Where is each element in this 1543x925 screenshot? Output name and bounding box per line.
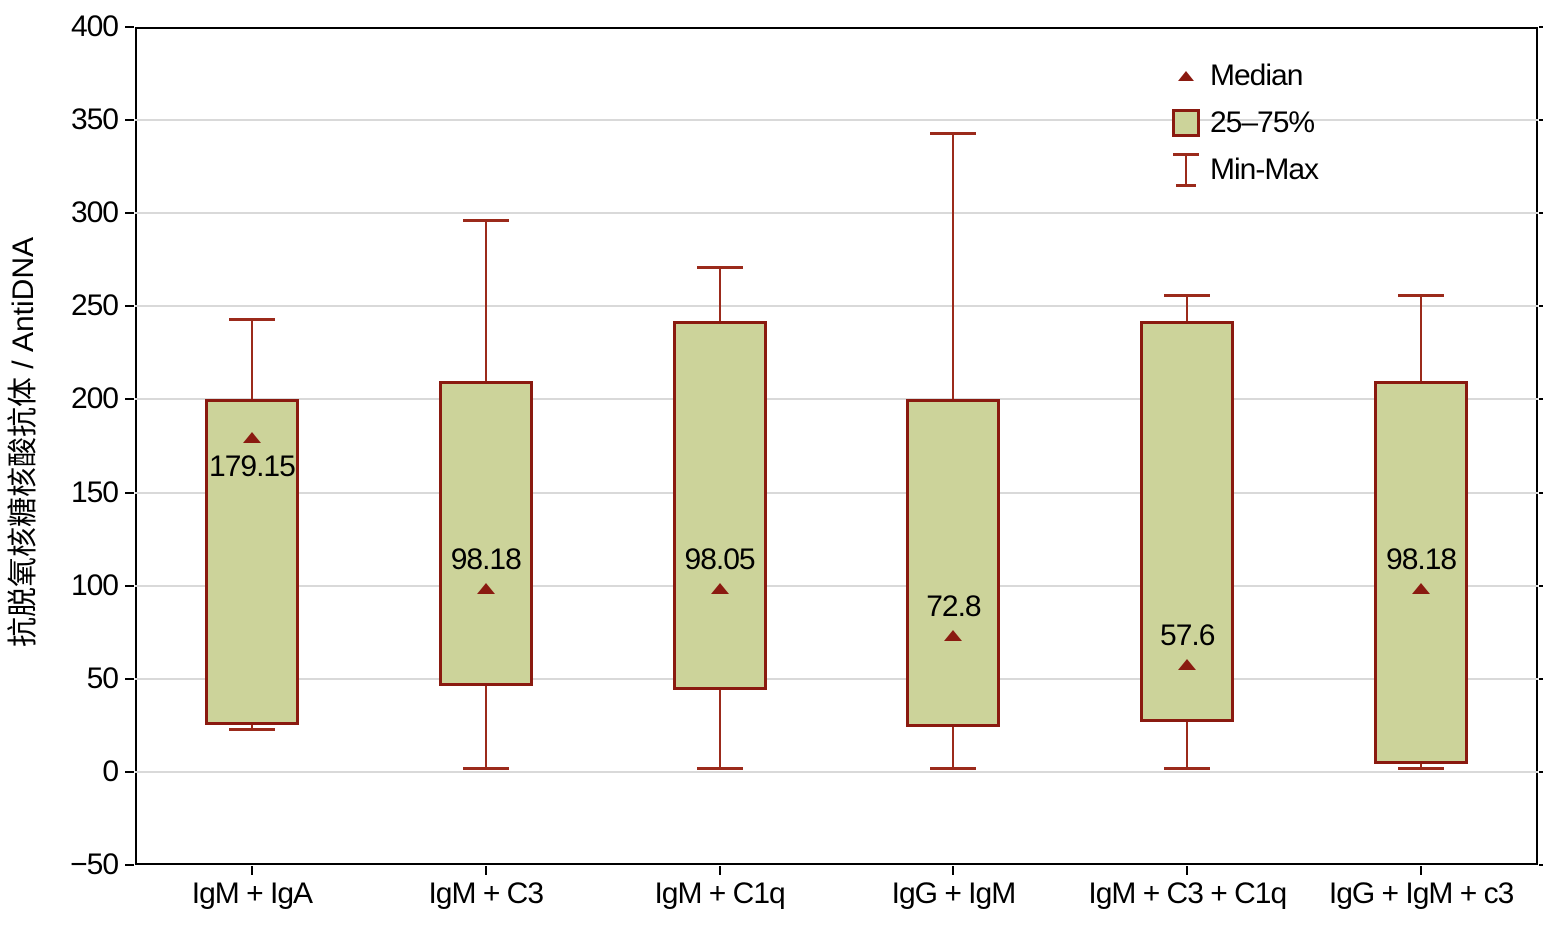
y-tick-label: 350 [70,103,119,137]
legend: Median 25–75% Min-Max [1168,52,1319,193]
minmax-whisker-icon [1168,152,1204,187]
y-tick-mark-left [125,305,134,308]
legend-item-median: Median [1168,52,1318,99]
iqr-box [204,399,299,726]
whisker-cap-min [696,766,743,770]
y-tick-label: 250 [70,289,119,323]
y-tick-label: 200 [70,382,119,416]
y-tick-mark-left [125,770,134,773]
y-tick-mark-right [1539,864,1543,866]
y-tick-mark-left [125,119,134,122]
whisker-cap-min [228,727,275,731]
median-value-label: 57.6 [1160,618,1215,652]
whisker-cap-min [1398,766,1445,770]
median-value-label: 179.15 [209,450,296,484]
box-swatch-icon [1168,108,1204,137]
x-tick-mark [1420,866,1423,875]
iqr-box [1140,321,1235,722]
median-marker [1178,658,1197,670]
y-tick-mark-right [1539,491,1543,494]
gridline [135,398,1538,401]
whisker-cap-max [696,265,743,269]
iqr-box [672,321,767,690]
whisker-cap-max [930,131,977,135]
legend-item-minmax: Min-Max [1168,146,1319,193]
legend-label: 25–75% [1210,105,1315,139]
y-tick-mark-left [125,212,134,215]
median-marker-icon [1168,70,1204,81]
x-tick-label: IgM + C3 [428,877,544,910]
median-marker [476,583,495,595]
x-tick-mark [484,866,487,875]
y-tick-mark-right [1539,677,1543,680]
plot-area [135,27,1538,865]
legend-item-iqr: 25–75% [1168,99,1318,146]
x-tick-label: IgM + C1q [654,877,785,910]
whisker-cap-max [462,219,509,223]
y-tick-mark-right [1539,398,1543,401]
median-value-label: 98.05 [684,543,756,577]
x-tick-label: IgG + IgM [891,877,1017,910]
median-marker [242,432,261,444]
y-tick-label: 300 [70,196,119,230]
y-tick-label: −50 [70,848,119,881]
whisker-cap-min [1164,766,1211,770]
y-tick-mark-right [1539,584,1543,587]
gridline [135,212,1538,215]
median-value-label: 98.18 [1386,543,1457,577]
y-tick-mark-left [125,864,134,866]
x-tick-mark [718,866,721,875]
median-marker [710,583,729,595]
whisker-cap-min [930,766,977,770]
y-tick-mark-left [125,26,134,28]
gridline [135,677,1538,680]
gridline [135,770,1538,773]
median-marker [944,630,963,642]
y-tick-label: 150 [70,475,119,509]
iqr-box [1374,380,1469,765]
iqr-box [906,399,1001,728]
gridline [135,305,1538,308]
y-tick-mark-left [125,491,134,494]
median-value-label: 98.18 [450,543,522,577]
y-tick-mark-left [125,398,134,401]
iqr-box [438,380,533,687]
y-tick-mark-right [1539,305,1543,308]
y-tick-mark-right [1539,770,1543,773]
x-tick-mark [250,866,253,875]
x-tick-mark [952,866,955,875]
legend-label: Min-Max [1210,152,1319,186]
y-tick-label: 100 [70,568,119,602]
gridline [135,119,1538,122]
median-marker [1412,583,1431,595]
legend-label: Median [1210,58,1303,92]
whisker-cap-max [1164,293,1211,297]
x-tick-mark [1186,866,1189,875]
y-tick-mark-left [125,584,134,587]
x-tick-label: IgM + C3 + C1q [1088,877,1287,910]
x-tick-label: IgG + IgM + c3 [1328,877,1514,910]
gridline [135,584,1538,587]
y-tick-mark-right [1539,212,1543,215]
whisker-cap-max [228,317,275,321]
x-tick-label: IgM + IgA [191,877,313,910]
y-tick-label: 50 [86,661,119,695]
y-tick-mark-left [125,677,134,680]
whisker-cap-max [1398,293,1445,297]
y-tick-mark-right [1539,119,1543,122]
median-value-label: 72.8 [926,590,981,624]
y-tick-label: 0 [102,754,119,788]
gridline [135,491,1538,494]
y-tick-label: 400 [70,10,119,43]
whisker-cap-min [462,766,509,770]
y-tick-mark-right [1539,26,1543,28]
